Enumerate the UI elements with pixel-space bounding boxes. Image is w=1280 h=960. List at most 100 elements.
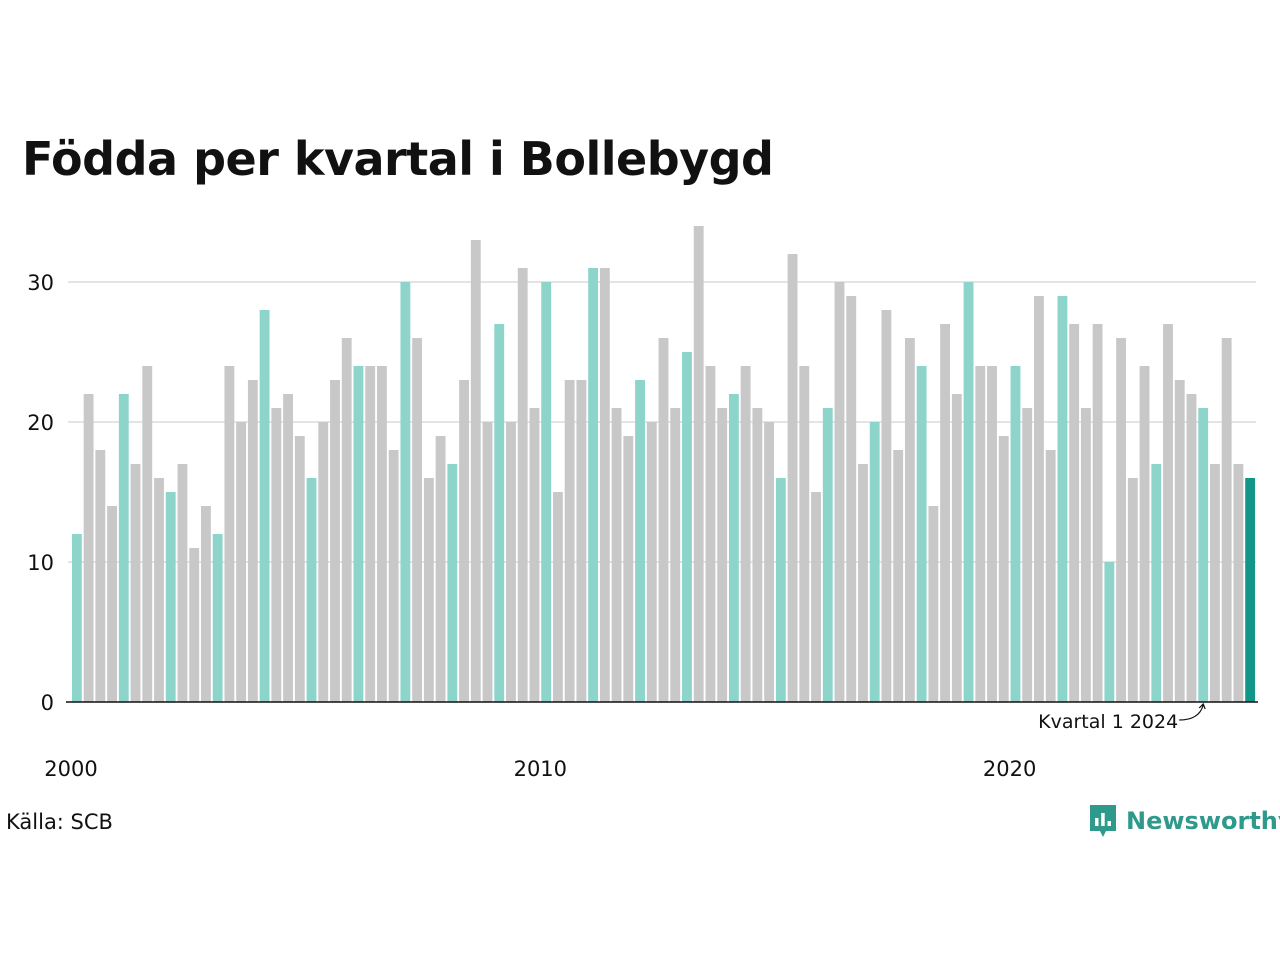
bar bbox=[1210, 464, 1220, 702]
bar bbox=[928, 506, 939, 702]
bar bbox=[236, 422, 247, 702]
bar bbox=[95, 450, 106, 702]
bar bbox=[459, 380, 469, 702]
bar bbox=[83, 394, 94, 702]
bar bbox=[599, 268, 610, 702]
bar bbox=[635, 380, 645, 702]
bar bbox=[341, 338, 352, 702]
bar bbox=[388, 450, 399, 702]
bar bbox=[447, 464, 458, 702]
bar bbox=[693, 226, 704, 702]
bar bbox=[330, 380, 340, 702]
bar bbox=[787, 254, 798, 702]
bar bbox=[658, 338, 669, 702]
bar bbox=[1139, 366, 1150, 702]
bar bbox=[271, 408, 282, 702]
bar bbox=[682, 352, 692, 702]
bar bbox=[1198, 408, 1209, 702]
bar bbox=[107, 506, 117, 702]
bar bbox=[200, 506, 211, 702]
bar bbox=[1057, 296, 1068, 702]
bar bbox=[1186, 394, 1197, 702]
bar bbox=[1022, 408, 1033, 702]
bar bbox=[881, 310, 892, 702]
bar bbox=[728, 394, 739, 702]
bar bbox=[822, 408, 833, 702]
bar bbox=[916, 366, 927, 702]
bar bbox=[1163, 324, 1173, 702]
bar bbox=[494, 324, 505, 702]
y-axis-ticks: 0 10 20 30 bbox=[27, 271, 54, 715]
bar bbox=[1010, 366, 1021, 702]
bar bbox=[611, 408, 622, 702]
bar bbox=[318, 422, 329, 702]
bar bbox=[1127, 478, 1138, 702]
bar bbox=[247, 380, 258, 702]
bar bbox=[412, 338, 423, 702]
bar bbox=[177, 464, 188, 702]
bar bbox=[963, 282, 974, 702]
bar bbox=[1245, 478, 1256, 702]
y-tick-label: 10 bbox=[27, 551, 54, 575]
bar bbox=[752, 408, 763, 702]
bar bbox=[400, 282, 411, 702]
bar bbox=[118, 394, 129, 702]
x-tick-label: 2000 bbox=[44, 757, 97, 781]
bar bbox=[1069, 324, 1080, 702]
x-axis-ticks: 2000 2010 2020 bbox=[44, 757, 1036, 781]
x-tick-label: 2020 bbox=[983, 757, 1036, 781]
bar bbox=[670, 408, 681, 702]
bar bbox=[541, 282, 552, 702]
bar bbox=[588, 268, 599, 702]
bar bbox=[940, 324, 951, 702]
bar bbox=[1092, 324, 1103, 702]
bar bbox=[517, 268, 528, 702]
bar bbox=[740, 366, 751, 702]
y-tick-label: 0 bbox=[41, 691, 54, 715]
bar bbox=[846, 296, 857, 702]
bar bbox=[71, 534, 82, 702]
bar bbox=[376, 366, 387, 702]
bar bbox=[623, 436, 634, 702]
bar bbox=[353, 366, 364, 702]
bar bbox=[764, 422, 775, 702]
bar bbox=[705, 366, 716, 702]
annotation-label: Kvartal 1 2024 bbox=[1038, 711, 1178, 733]
newsworthy-logo-icon bbox=[1090, 805, 1116, 837]
bar bbox=[482, 422, 493, 702]
bar bbox=[306, 478, 317, 702]
source-note: Källa: SCB bbox=[6, 810, 113, 834]
bar bbox=[212, 534, 223, 702]
bar bbox=[799, 366, 810, 702]
bar bbox=[1080, 408, 1091, 702]
bar bbox=[1151, 464, 1162, 702]
bar bbox=[998, 436, 1009, 702]
bar bbox=[858, 464, 868, 702]
bar bbox=[294, 436, 305, 702]
bar bbox=[259, 310, 270, 702]
bar bbox=[435, 436, 446, 702]
bar bbox=[283, 394, 293, 702]
bar bbox=[1104, 562, 1115, 702]
bar bbox=[987, 366, 997, 702]
annotation-arrow bbox=[1179, 702, 1206, 721]
bar bbox=[529, 408, 540, 702]
bar bbox=[904, 338, 915, 702]
annotation: Kvartal 1 2024 bbox=[1038, 702, 1206, 733]
bar bbox=[975, 366, 986, 702]
bar bbox=[869, 422, 880, 702]
bar bbox=[552, 492, 563, 702]
bars bbox=[71, 226, 1256, 702]
bar bbox=[775, 478, 786, 702]
bar bbox=[811, 492, 821, 702]
bar bbox=[506, 422, 516, 702]
chart-title: Födda per kvartal i Bollebygd bbox=[22, 132, 774, 186]
x-tick-label: 2010 bbox=[514, 757, 567, 781]
bar bbox=[564, 380, 575, 702]
bar bbox=[834, 282, 845, 702]
bar bbox=[1233, 464, 1244, 702]
brand-logo[interactable]: Newsworthy bbox=[1088, 803, 1280, 839]
bar bbox=[1221, 338, 1232, 702]
bar bbox=[1116, 338, 1127, 702]
